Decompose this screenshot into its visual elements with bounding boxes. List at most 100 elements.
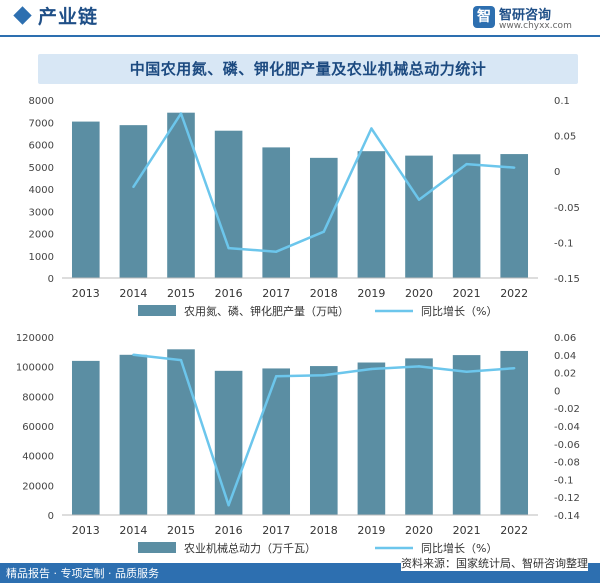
growth-point-2021 — [465, 162, 468, 166]
growth-point-2020 — [417, 198, 421, 201]
brand-url[interactable]: www.chyxx.com — [499, 21, 572, 31]
x-tick-label-2015: 2015 — [167, 524, 195, 537]
y2-tick-label-6: -0.06 — [554, 440, 580, 451]
source-note: 资料来源：国家统计局、智研咨询整理 — [401, 555, 588, 571]
x-tick-label-2019: 2019 — [357, 524, 385, 537]
legend-bar-swatch — [138, 542, 176, 553]
chart-title: 中国农用氮、磷、钾化肥产量及农业机械总动力统计 — [129, 60, 487, 78]
bar-2016 — [214, 130, 243, 278]
growth-point-2014 — [132, 353, 135, 356]
x-tick-label-2017: 2017 — [262, 524, 290, 537]
growth-point-2015 — [179, 112, 183, 115]
y-tick-label-2: 2000 — [29, 230, 54, 241]
y-tick-label-3: 3000 — [29, 207, 54, 218]
y-tick-label-4: 80000 — [22, 392, 54, 403]
section-title: 产业链 — [38, 6, 99, 28]
y-tick-label-8: 8000 — [29, 96, 54, 107]
y-tick-label-5: 100000 — [16, 363, 54, 374]
legend-line-label: 同比增长（%） — [421, 541, 497, 555]
growth-point-2019 — [370, 367, 373, 371]
y-tick-label-2: 40000 — [22, 452, 54, 463]
x-tick-label-2015: 2015 — [167, 287, 195, 300]
x-tick-label-2020: 2020 — [405, 287, 433, 300]
x-tick-label-2013: 2013 — [72, 524, 100, 537]
y-tick-label-7: 7000 — [29, 118, 54, 129]
bar-2020 — [405, 358, 433, 515]
growth-point-2018 — [322, 230, 325, 233]
bar-2018 — [309, 366, 338, 515]
header-divider — [0, 35, 600, 37]
growth-point-2014 — [132, 185, 135, 189]
x-tick-label-2022: 2022 — [500, 287, 528, 300]
x-tick-label-2021: 2021 — [453, 287, 481, 300]
bar-2021 — [452, 154, 481, 278]
brand-name: 智研咨询 — [499, 8, 552, 23]
y-tick-label-4: 4000 — [29, 185, 54, 196]
y-tick-label-3: 60000 — [22, 422, 54, 433]
y-tick-label-1: 1000 — [29, 252, 54, 263]
legend-bar-label: 农业机械总动力（万千瓦） — [184, 541, 316, 555]
bar-2015 — [167, 349, 195, 515]
growth-point-2017 — [275, 374, 278, 378]
header-bar: 产业链 智 智研咨询 www.chyxx.com — [0, 0, 600, 37]
y2-tick-label-7: -0.08 — [554, 458, 580, 469]
legend-line-label: 同比增长（%） — [421, 304, 497, 318]
y2-tick-label-9: -0.12 — [554, 493, 580, 504]
y2-tick-label-8: -0.1 — [554, 475, 574, 486]
x-tick-label-2016: 2016 — [215, 287, 243, 300]
x-tick-label-2021: 2021 — [453, 524, 481, 537]
growth-point-2017 — [275, 250, 278, 253]
y2-tick-label-4: -0.02 — [554, 404, 580, 415]
y2-tick-label-5: -0.04 — [554, 422, 580, 433]
x-tick-label-2017: 2017 — [262, 287, 290, 300]
y2-tick-label-10: -0.14 — [554, 511, 580, 522]
machinery-chart: 0 20000 40000 60000 80000 100000 120000 0.06 0.0… — [0, 325, 600, 557]
growth-point-2019 — [370, 127, 373, 130]
y2-tick-label-0: 0.1 — [554, 96, 570, 107]
y2-tick-label-4: -0.1 — [554, 238, 574, 249]
x-tick-label-2016: 2016 — [215, 524, 243, 537]
bar-2014 — [119, 354, 148, 515]
legend-bar-label: 农用氮、磷、钾化肥产量（万吨） — [184, 304, 349, 318]
x-tick-label-2013: 2013 — [72, 287, 100, 300]
growth-point-2016 — [227, 504, 230, 507]
x-tick-label-2022: 2022 — [500, 524, 528, 537]
x-tick-label-2019: 2019 — [357, 287, 385, 300]
y-tick-label-6: 120000 — [16, 333, 54, 344]
bar-2019 — [357, 362, 386, 515]
y-tick-label-1: 20000 — [22, 481, 54, 492]
growth-point-2022 — [513, 366, 516, 370]
y-tick-label-5: 5000 — [29, 163, 54, 174]
y2-tick-label-1: 0.05 — [554, 132, 576, 143]
y2-tick-label-1: 0.04 — [554, 351, 576, 362]
y2-tick-label-2: 0 — [554, 167, 560, 178]
x-tick-label-2014: 2014 — [119, 287, 147, 300]
diamond-icon — [13, 6, 32, 25]
y-tick-label-0: 0 — [48, 511, 54, 522]
bar-2016 — [214, 370, 243, 515]
bar-2013 — [71, 360, 100, 515]
bar-2022 — [500, 154, 529, 278]
brand[interactable]: 智 智研咨询 www.chyxx.com — [473, 3, 588, 35]
growth-point-2022 — [513, 166, 516, 169]
footer-tagline: 精品报告 · 专项定制 · 品质服务 — [6, 567, 159, 580]
y2-tick-label-0: 0.06 — [554, 333, 576, 344]
x-tick-label-2018: 2018 — [310, 287, 338, 300]
bar-2018 — [309, 157, 338, 278]
growth-point-2021 — [465, 370, 468, 373]
bar-2019 — [357, 151, 386, 278]
x-tick-label-2018: 2018 — [310, 524, 338, 537]
brand-logo-icon: 智 — [473, 6, 495, 28]
chart-title-banner: 中国农用氮、磷、钾化肥产量及农业机械总动力统计 — [38, 54, 578, 84]
y2-tick-label-2: 0.02 — [554, 369, 576, 380]
x-tick-label-2020: 2020 — [405, 524, 433, 537]
growth-point-2020 — [417, 365, 421, 368]
y2-tick-label-3: 0 — [554, 386, 560, 397]
bar-2014 — [119, 125, 148, 278]
bar-2013 — [71, 121, 100, 278]
bar-2017 — [262, 147, 291, 278]
bar-2021 — [452, 355, 481, 515]
machinery-chart-svg: 0 20000 40000 60000 80000 100000 120000 0.06 0.0… — [16, 333, 580, 555]
legend-bar-swatch — [138, 305, 176, 316]
growth-point-2018 — [322, 374, 325, 377]
